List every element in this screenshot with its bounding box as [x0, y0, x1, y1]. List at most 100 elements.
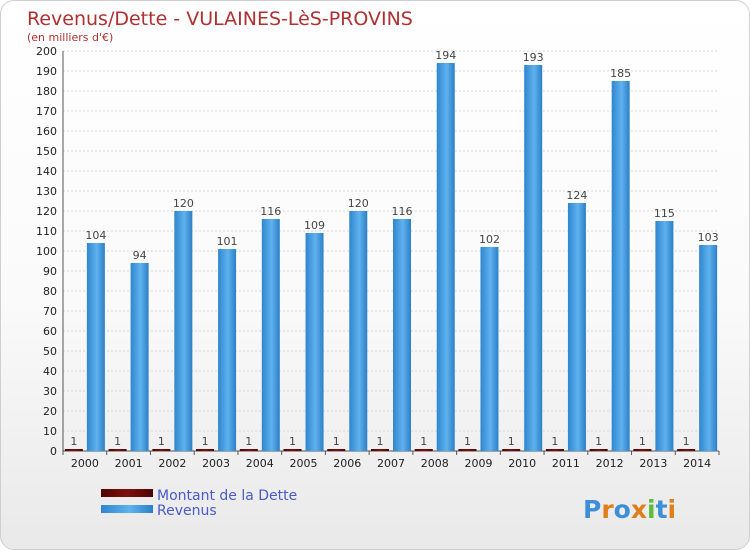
value-label-dette: 1 [420, 435, 427, 448]
bar-dette [64, 449, 83, 451]
y-tick-label: 30 [43, 385, 57, 398]
bar-dette [283, 449, 302, 451]
y-tick-label: 130 [36, 185, 57, 198]
y-tick-label: 140 [36, 165, 57, 178]
bar-dette [196, 449, 215, 451]
bar-dette [327, 449, 346, 451]
value-label-dette: 1 [202, 435, 209, 448]
value-label-revenus: 115 [654, 207, 675, 220]
bar-revenus [611, 81, 630, 451]
value-label-revenus: 103 [698, 231, 719, 244]
axes [62, 51, 720, 455]
chart-subtitle: (en milliers d'€) [27, 31, 113, 44]
chart-title: Revenus/Dette - VULAINES-LèS-PROVINS [27, 8, 413, 30]
value-label-dette: 1 [70, 435, 77, 448]
bar-revenus [436, 63, 455, 451]
bar-dette [589, 449, 608, 451]
x-tick-label: 2008 [421, 457, 449, 470]
legend: Montant de la Dette Revenus [101, 488, 297, 519]
value-label-revenus: 109 [304, 219, 325, 232]
value-label-revenus: 120 [173, 197, 194, 210]
x-tick-label: 2010 [508, 457, 536, 470]
bar-dette [458, 449, 477, 451]
bar-dette [633, 449, 652, 451]
y-tick-label: 150 [36, 145, 57, 158]
value-label-dette: 1 [464, 435, 471, 448]
value-label-revenus: 102 [479, 233, 500, 246]
value-label-dette: 1 [508, 435, 515, 448]
bar-dette [545, 449, 564, 451]
x-tick-label: 2009 [464, 457, 492, 470]
value-label-revenus: 116 [392, 205, 413, 218]
bar-revenus [218, 249, 237, 451]
x-tick-label: 2001 [115, 457, 143, 470]
x-tick-label: 2005 [290, 457, 318, 470]
y-tick-label: 100 [36, 245, 57, 258]
bar-dette [502, 449, 521, 451]
bar-dette [108, 449, 127, 451]
x-tick-label: 2000 [71, 457, 99, 470]
bar-dette [371, 449, 389, 451]
proxiti-logo: Proxiti [583, 495, 676, 524]
y-tick-label: 90 [43, 265, 57, 278]
y-tick-label: 10 [43, 425, 57, 438]
y-tick-label: 40 [43, 365, 57, 378]
y-tick-label: 70 [43, 305, 57, 318]
bar-revenus [305, 233, 324, 451]
y-tick-label: 170 [36, 105, 57, 118]
y-tick-labels: 0 10 20 30 40 50 60 70 80 90 100 110 120 130 140 150 160… [36, 45, 57, 458]
x-tick-label: 2014 [683, 457, 711, 470]
value-label-dette: 1 [595, 435, 602, 448]
y-tick-label: 200 [36, 45, 57, 58]
bar-revenus [699, 245, 718, 451]
bar-dette [152, 449, 171, 451]
x-tick-label: 2013 [639, 457, 667, 470]
y-tick-label: 160 [36, 125, 57, 138]
x-tick-label: 2006 [333, 457, 361, 470]
bar-revenus [174, 211, 193, 451]
value-label-revenus: 104 [85, 229, 106, 242]
value-label-dette: 1 [683, 435, 690, 448]
legend-swatch-dette [101, 489, 153, 497]
bar-dette [677, 449, 696, 451]
y-tick-label: 190 [36, 65, 57, 78]
bar-revenus [349, 211, 368, 451]
y-tick-label: 120 [36, 205, 57, 218]
legend-label-revenus: Revenus [157, 503, 217, 519]
y-tick-label: 80 [43, 285, 57, 298]
x-tick-label: 2012 [596, 457, 624, 470]
bar-revenus [261, 219, 280, 451]
bar-revenus [655, 221, 674, 451]
value-label-dette: 1 [377, 435, 384, 448]
value-label-dette: 1 [639, 435, 646, 448]
bar-revenus [393, 219, 411, 451]
gridlines [63, 50, 719, 432]
y-tick-label: 180 [36, 85, 57, 98]
value-label-revenus: 194 [435, 49, 456, 62]
value-label-revenus: 185 [610, 67, 631, 80]
legend-swatch-revenus [101, 505, 153, 513]
x-tick-label: 2011 [552, 457, 580, 470]
x-tick-label: 2003 [202, 457, 230, 470]
x-tick-label: 2004 [246, 457, 274, 470]
y-tick-label: 60 [43, 325, 57, 338]
bars [64, 63, 718, 451]
value-label-dette: 1 [158, 435, 165, 448]
y-tick-label: 0 [50, 445, 57, 458]
value-label-revenus: 124 [566, 189, 587, 202]
legend-label-dette: Montant de la Dette [157, 488, 297, 504]
value-label-revenus: 94 [133, 249, 147, 262]
x-tick-label: 2007 [377, 457, 405, 470]
value-label-revenus: 193 [523, 51, 544, 64]
value-label-dette: 1 [551, 435, 558, 448]
y-tick-label: 20 [43, 405, 57, 418]
value-labels: 1104194112011011116110911201116119411021… [70, 49, 718, 448]
bar-revenus [567, 203, 586, 451]
x-tick-label: 2002 [158, 457, 186, 470]
y-tick-label: 110 [36, 225, 57, 238]
bar-revenus [86, 243, 105, 451]
value-label-revenus: 120 [348, 197, 369, 210]
y-tick-label: 50 [43, 345, 57, 358]
proxiti-logo-text: Proxiti [583, 495, 676, 524]
